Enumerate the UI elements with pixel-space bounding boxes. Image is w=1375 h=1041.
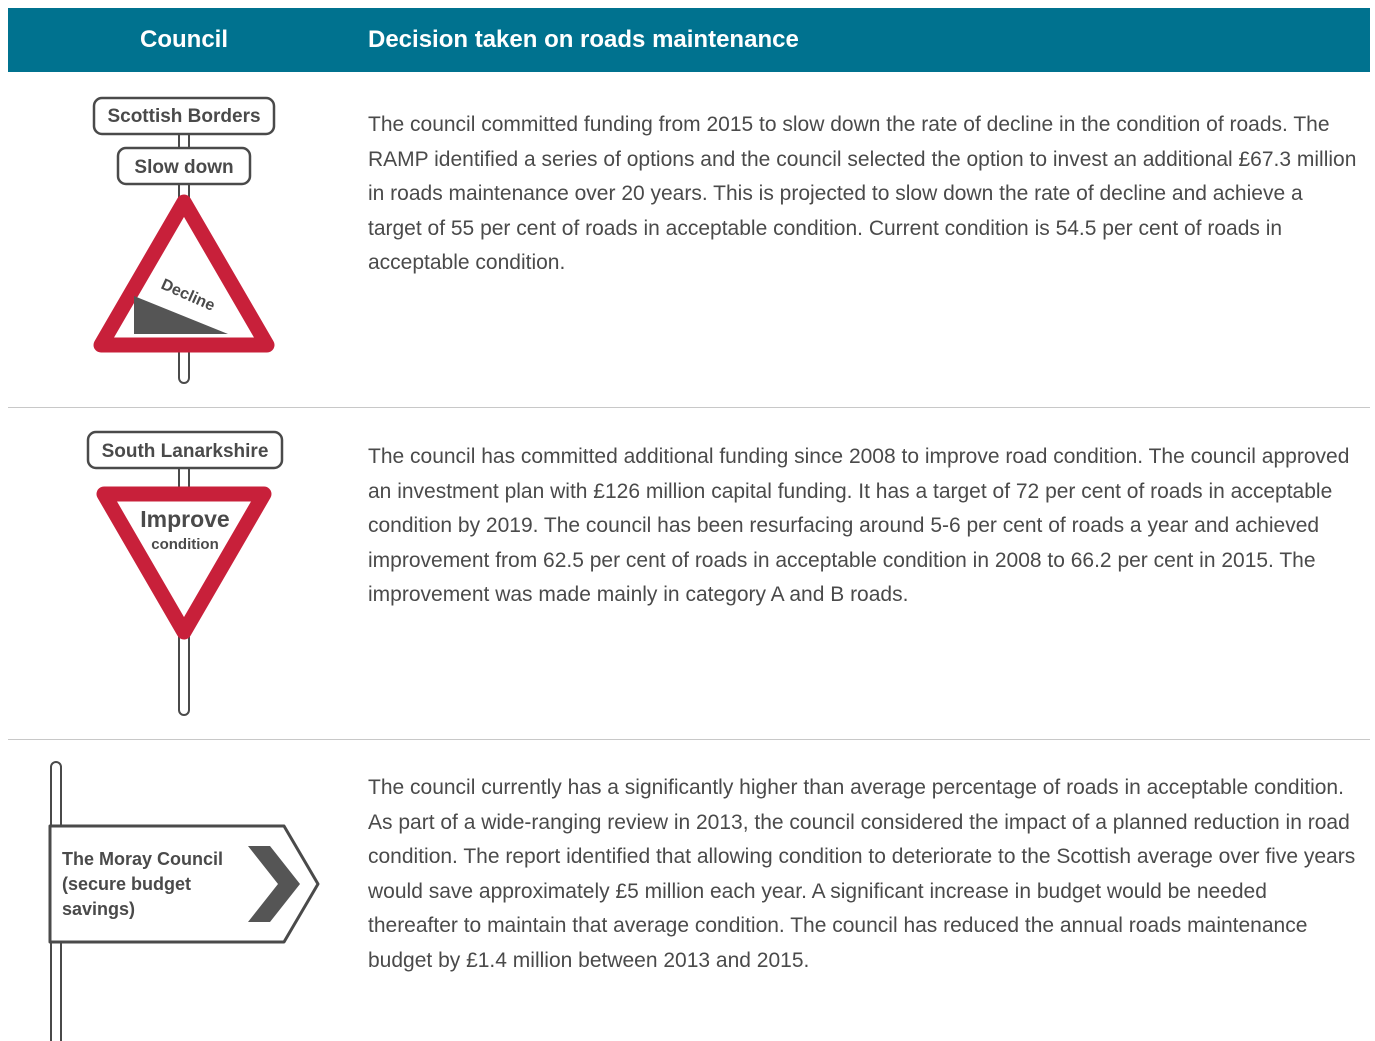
sign-text: (secure budget [62,874,191,894]
chevron [248,846,300,922]
sign-text: savings) [62,899,135,919]
sign-text: The Moray Council [62,849,223,869]
header-council: Council [140,26,228,53]
row-separator [8,407,1370,408]
sign-text: South Lanarkshire [102,441,269,462]
sign-south-lanarkshire: South Lanarkshire Improve condition [86,430,284,716]
give-way-triangle [96,486,272,640]
direction-sign [48,824,320,944]
row-text: The council currently has a significantl… [368,776,1356,972]
sign-text: Improve [140,506,229,532]
sign-plate [116,146,252,186]
decline-wedge [134,296,228,334]
sign-text: condition [151,536,219,553]
row-text: The council has committed additional fun… [368,445,1350,606]
sign-text: Scottish Borders [107,106,260,127]
sign-scottish-borders: Scottish Borders Slow down Decline [92,96,276,384]
sign-text: Slow down [134,157,233,178]
header-decision: Decision taken on roads maintenance [368,26,799,53]
sign-moray: The Moray Council (secure budget savings… [48,761,320,1041]
row-separator [8,739,1370,740]
table-header: Council Decision taken on roads maintena… [8,8,1370,72]
sign-plate [86,430,284,470]
row-text: The council committed funding from 2015 … [368,113,1357,274]
sign-plate [92,96,276,136]
